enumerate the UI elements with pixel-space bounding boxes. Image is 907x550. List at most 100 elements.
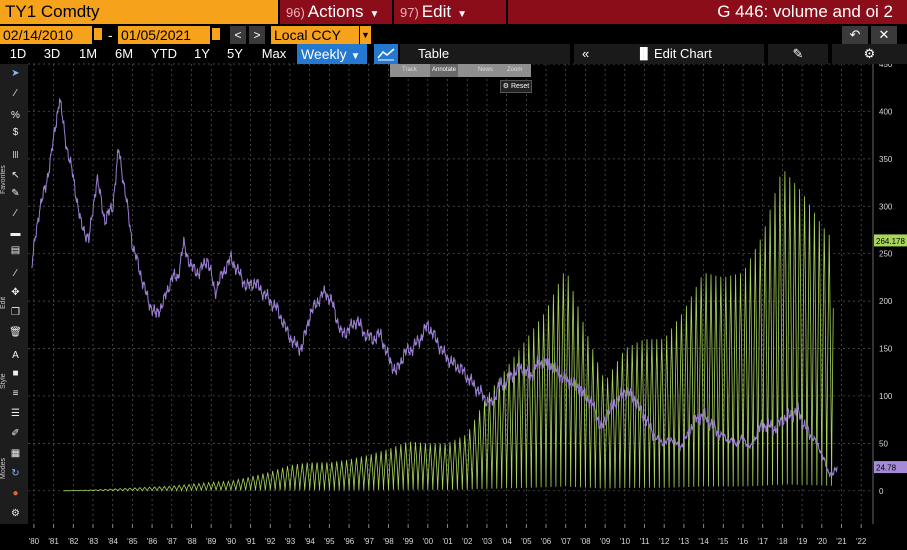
line-style-icon[interactable]: ≡ — [12, 388, 19, 399]
text-tool-icon[interactable]: A — [12, 350, 19, 361]
percent-tool-icon[interactable]: % — [11, 110, 20, 121]
edit-chart-label: Edit Chart — [654, 46, 712, 61]
y-tick-label: 250 — [879, 250, 893, 259]
arrow-tool-icon[interactable]: ↖ — [11, 170, 20, 181]
settings-icon[interactable]: ⚙ — [11, 508, 20, 519]
y-tick-label: 400 — [879, 107, 893, 116]
x-tick-label: '11 — [640, 537, 650, 546]
table-label: Table — [418, 46, 450, 61]
band-tool-icon[interactable]: ▤ — [10, 245, 21, 256]
purple-series-path — [31, 97, 838, 477]
x-tick-label: '89 — [206, 537, 217, 546]
frequency-dropdown[interactable]: Weekly ▼ — [297, 44, 367, 64]
hline-tool-icon[interactable]: ▬ — [10, 228, 21, 239]
x-tick-label: '84 — [107, 537, 118, 546]
edit-menu[interactable]: 97) Edit ▼ — [394, 0, 506, 24]
chevron-down-icon[interactable]: ▼ — [360, 26, 371, 44]
currency-field[interactable]: Local CCY — [271, 26, 359, 44]
x-tick-label: '19 — [797, 537, 808, 546]
zoom-button[interactable]: Zoom — [507, 67, 523, 73]
x-tick-label: '06 — [541, 537, 552, 546]
x-tick-label: '94 — [304, 537, 315, 546]
edit-section-label: Edit — [0, 296, 7, 310]
next-period-icon[interactable]: > — [249, 26, 265, 44]
x-tick-label: '86 — [147, 537, 158, 546]
period-3d[interactable]: 3D — [43, 46, 61, 61]
move-icon[interactable]: ✥ — [11, 287, 20, 298]
pen-mode-icon[interactable]: ✐ — [11, 428, 20, 439]
cursor-icon[interactable]: ➤ — [11, 68, 20, 79]
undo-icon[interactable]: ↶ — [842, 26, 868, 44]
x-tick-label: '20 — [817, 537, 828, 546]
period-ytd[interactable]: YTD — [151, 46, 177, 61]
last-value-text: 24.78 — [876, 464, 897, 473]
x-tick-label: '17 — [757, 537, 768, 546]
line-weight-icon[interactable]: ☰ — [11, 408, 20, 419]
palette-icon[interactable]: ● — [12, 488, 19, 499]
fill-color-icon[interactable]: ■ — [12, 368, 19, 379]
period-1d[interactable]: 1D — [9, 46, 27, 61]
line-chart-icon[interactable] — [374, 44, 398, 64]
y-tick-label: 50 — [879, 439, 888, 448]
draw-tool-icon[interactable]: ∕ — [14, 268, 17, 279]
period-1y[interactable]: 1Y — [194, 46, 210, 61]
x-tick-label: '12 — [659, 537, 670, 546]
style-section-label: Style — [0, 373, 7, 389]
y-tick-label: 200 — [879, 297, 893, 306]
y-tick-label: 450 — [879, 60, 893, 69]
x-tick-label: '97 — [364, 537, 375, 546]
period-6m[interactable]: 6M — [114, 46, 134, 61]
track-button[interactable]: Track — [402, 67, 417, 73]
x-tick-label: '81 — [48, 537, 59, 546]
annotate-button[interactable]: Annotate — [430, 64, 459, 77]
calendar-icon[interactable] — [211, 27, 221, 41]
edit-chart-bar[interactable]: « ▐▌ Edit Chart — [574, 44, 764, 64]
x-tick-label: '80 — [29, 537, 40, 546]
close-icon[interactable]: ✕ — [871, 26, 897, 44]
edit-chart-icon: ▐▌ — [636, 48, 652, 60]
reset-button[interactable]: ⚙ Reset — [500, 80, 532, 93]
x-tick-label: '95 — [324, 537, 335, 546]
x-tick-label: '02 — [462, 537, 473, 546]
calendar-icon[interactable] — [93, 27, 103, 41]
table-button[interactable]: Table — [400, 44, 570, 64]
copy-icon[interactable]: ❐ — [11, 307, 20, 318]
x-axis-ticks: '80 '81 '82 '83 '84 '85 '86 '87 '88 '89 '90 '91 '92 '… — [29, 524, 867, 546]
chart-title: G 446: volume and oi 2 — [508, 0, 907, 24]
x-tick-label: '98 — [383, 537, 394, 546]
brush-tool-icon[interactable]: ✎ — [11, 188, 20, 199]
line-tool-icon[interactable]: ∕ — [14, 88, 17, 99]
grid — [28, 63, 873, 524]
floating-toolbar: Track Annotate News Zoom — [390, 64, 531, 77]
series-area — [63, 171, 834, 493]
gear-icon[interactable]: ⚙ — [832, 44, 907, 64]
x-tick-label: '93 — [285, 537, 296, 546]
last-value-badge — [874, 234, 907, 247]
period-5y[interactable]: 5Y — [227, 46, 243, 61]
x-tick-label: '07 — [561, 537, 572, 546]
x-tick-label: '08 — [580, 537, 591, 546]
annotate-pencil-icon[interactable]: ✎ — [768, 44, 828, 64]
fib-tool-icon[interactable]: Ⅲ — [12, 150, 19, 161]
collapse-icon[interactable]: « — [582, 46, 590, 61]
actions-menu[interactable]: 96) Actions ▼ — [280, 0, 392, 24]
news-button[interactable]: News — [478, 67, 494, 73]
period-1m[interactable]: 1M — [78, 46, 98, 61]
x-tick-label: '04 — [501, 537, 512, 546]
period-max[interactable]: Max — [261, 46, 287, 61]
x-tick-label: '90 — [226, 537, 237, 546]
x-tick-label: '10 — [620, 537, 631, 546]
series-line — [31, 97, 838, 477]
start-date-field[interactable]: 02/14/2010 — [0, 26, 92, 44]
last-value-labels: 264.178 24.78 — [874, 234, 907, 474]
x-tick-label: '21 — [836, 537, 847, 546]
ray-tool-icon[interactable]: ∕ — [14, 208, 17, 219]
prev-period-icon[interactable]: < — [230, 26, 246, 44]
end-date-field[interactable]: 01/05/2021 — [118, 26, 210, 44]
grid-mode-icon[interactable]: ▦ — [10, 448, 21, 459]
refresh-mode-icon[interactable]: ↻ — [11, 468, 20, 479]
dollar-tool-icon[interactable]: $ — [12, 127, 19, 138]
ticker-field[interactable]: TY1 Comdty — [0, 0, 278, 24]
trash-icon[interactable]: 🗑 — [9, 327, 22, 338]
